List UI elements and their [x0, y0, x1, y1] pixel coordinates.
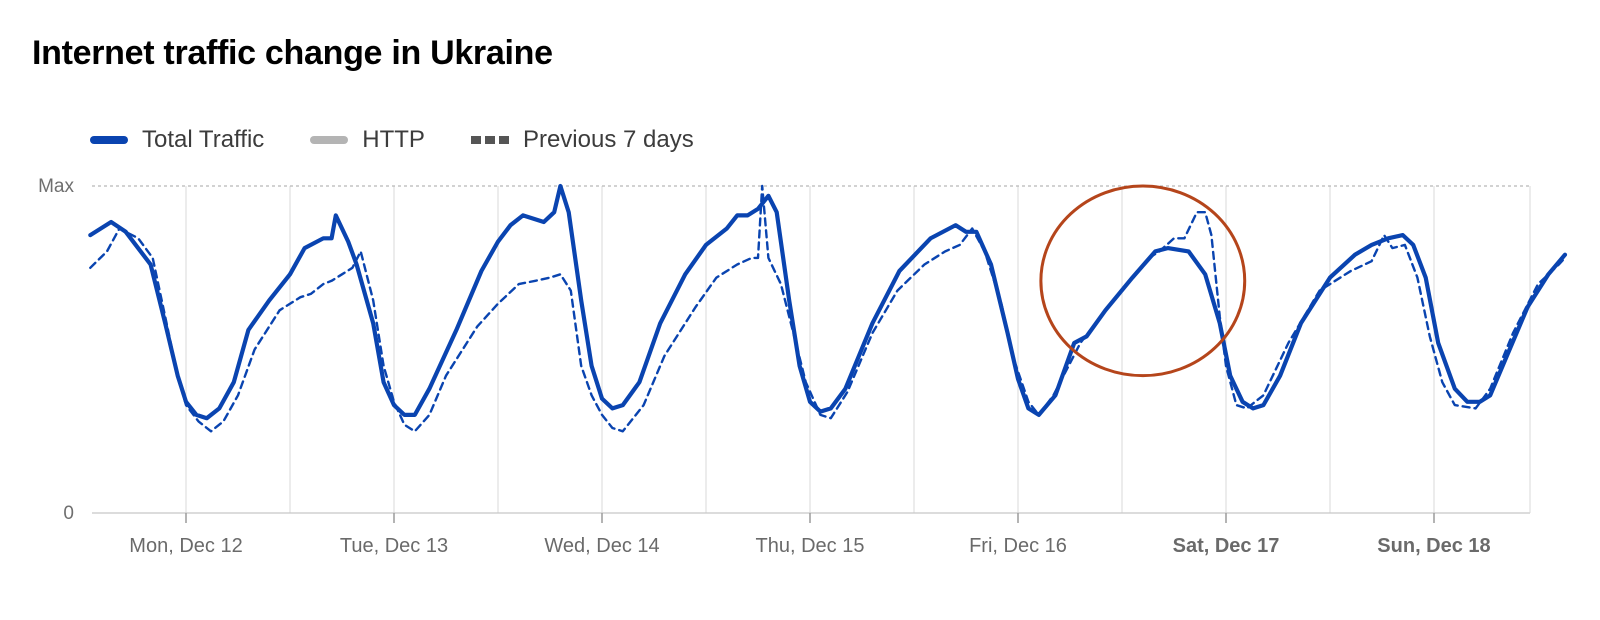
x-tick-label: Sun, Dec 18 [1377, 535, 1490, 557]
chart-title: Internet traffic change in Ukraine [32, 34, 553, 72]
legend-swatch-previous-7-days [470, 136, 509, 144]
highlight-circle-annotation [1039, 184, 1247, 378]
legend-item-total-traffic[interactable]: Total Traffic [90, 126, 264, 154]
legend-swatch-total-traffic [90, 136, 128, 144]
legend-item-previous-7-days[interactable]: Previous 7 days [470, 126, 694, 154]
series-line-total-traffic [88, 183, 1568, 421]
legend-label-previous-7-days: Previous 7 days [522, 126, 694, 153]
legend-swatch-http [310, 136, 349, 144]
x-tick-label: Tue, Dec 13 [340, 535, 448, 557]
x-tick-label: Fri, Dec 16 [969, 535, 1067, 557]
series-layer [88, 183, 1568, 433]
y-tick-label: 0 [63, 503, 74, 524]
legend-label-http: HTTP [362, 126, 425, 153]
legend-item-http[interactable]: HTTP [310, 126, 425, 154]
axis-layer: Max 0 Mon, Dec 12 Tue, Dec 13 Wed, Dec 14 Thu… [38, 176, 1491, 557]
x-tick-label: Wed, Dec 14 [544, 535, 659, 557]
legend-label-total-traffic: Total Traffic [142, 126, 265, 153]
grid-layer [92, 185, 1531, 514]
x-tick-label: Mon, Dec 12 [129, 535, 242, 557]
y-tick-label: Max [38, 176, 74, 197]
annotation-layer [1039, 184, 1247, 378]
x-tick-label: Sat, Dec 17 [1173, 535, 1280, 557]
x-tick-label: Thu, Dec 15 [756, 535, 865, 557]
chart-legend: Total Traffic HTTP Previous 7 days [90, 124, 694, 156]
series-line-previous-7-days [89, 184, 1567, 433]
